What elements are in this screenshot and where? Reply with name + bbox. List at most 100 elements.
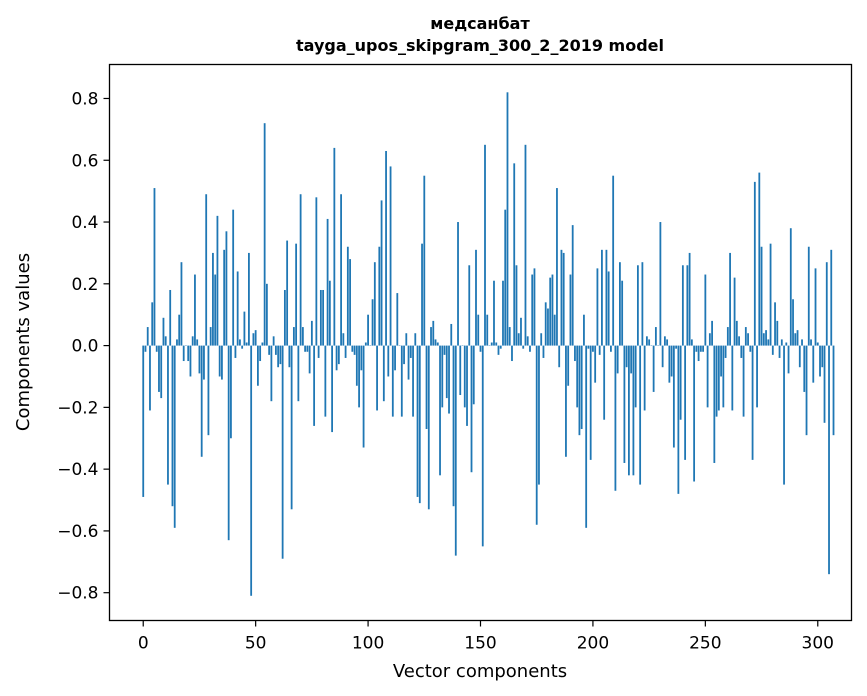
bar-component-182 bbox=[551, 274, 554, 346]
bar-component-80 bbox=[322, 289, 325, 346]
bar-component-40 bbox=[232, 209, 235, 346]
bar-component-74 bbox=[308, 345, 311, 374]
bar-component-267 bbox=[742, 345, 745, 417]
bar-component-6 bbox=[155, 345, 158, 352]
bar-component-198 bbox=[587, 345, 590, 349]
bar-component-14 bbox=[173, 345, 176, 528]
bar-component-301 bbox=[819, 345, 821, 377]
bar-component-27 bbox=[203, 345, 205, 380]
bar-component-87 bbox=[337, 345, 340, 365]
bar-component-155 bbox=[490, 342, 493, 346]
bar-component-297 bbox=[810, 339, 812, 346]
bar-component-50 bbox=[254, 330, 257, 346]
bar-component-127 bbox=[427, 345, 430, 510]
bar-component-128 bbox=[430, 327, 432, 346]
bar-component-0 bbox=[142, 345, 145, 497]
bar-component-130 bbox=[434, 339, 437, 346]
bar-component-143 bbox=[463, 345, 466, 408]
bar-component-268 bbox=[744, 327, 747, 346]
bar-component-194 bbox=[578, 345, 581, 436]
y-tick-label: −0.2 bbox=[57, 398, 98, 418]
bar-component-48 bbox=[250, 345, 253, 596]
bar-component-41 bbox=[234, 345, 237, 358]
bar-component-273 bbox=[756, 345, 758, 408]
bar-component-251 bbox=[706, 345, 709, 408]
bar-component-224 bbox=[645, 336, 648, 346]
bar-component-272 bbox=[753, 181, 756, 346]
bar-component-295 bbox=[805, 345, 808, 436]
bar-component-187 bbox=[562, 252, 565, 346]
bar-component-238 bbox=[677, 345, 680, 494]
bar-component-294 bbox=[803, 345, 806, 392]
bar-component-271 bbox=[751, 345, 754, 460]
bar-component-72 bbox=[304, 345, 307, 352]
bar-component-177 bbox=[540, 333, 543, 346]
bar-component-174 bbox=[533, 268, 536, 346]
bar-component-86 bbox=[335, 345, 338, 371]
bar-component-234 bbox=[668, 345, 671, 383]
bar-component-157 bbox=[495, 342, 498, 346]
bar-component-303 bbox=[823, 345, 826, 423]
bar-component-179 bbox=[544, 302, 547, 346]
bar-component-122 bbox=[416, 345, 419, 497]
bar-component-56 bbox=[268, 345, 271, 355]
x-tick-label: 300 bbox=[802, 634, 834, 654]
bar-component-233 bbox=[666, 339, 669, 346]
bar-series bbox=[142, 92, 835, 596]
bar-component-222 bbox=[641, 262, 644, 346]
bar-component-22 bbox=[191, 336, 194, 346]
bar-component-199 bbox=[589, 345, 592, 460]
bar-component-223 bbox=[643, 345, 646, 411]
bar-component-244 bbox=[690, 339, 693, 346]
bar-component-146 bbox=[470, 345, 473, 473]
bar-component-237 bbox=[675, 345, 678, 349]
x-tick-label: 0 bbox=[138, 634, 149, 654]
bar-component-205 bbox=[603, 345, 606, 420]
bar-component-100 bbox=[367, 314, 369, 346]
bar-component-252 bbox=[708, 333, 711, 346]
bar-component-2 bbox=[146, 327, 149, 346]
bar-component-207 bbox=[607, 271, 610, 346]
bar-component-206 bbox=[605, 249, 608, 346]
bar-component-59 bbox=[274, 345, 277, 355]
bar-component-16 bbox=[178, 314, 181, 346]
bar-component-195 bbox=[580, 345, 583, 429]
bar-component-188 bbox=[565, 345, 567, 457]
bar-component-140 bbox=[457, 222, 459, 346]
bar-component-116 bbox=[403, 345, 405, 365]
bar-component-123 bbox=[418, 345, 421, 504]
bar-component-210 bbox=[614, 345, 617, 491]
bar-component-4 bbox=[151, 302, 154, 346]
bar-component-281 bbox=[774, 302, 776, 346]
bar-component-261 bbox=[729, 252, 731, 346]
bar-component-300 bbox=[816, 342, 819, 346]
bar-component-26 bbox=[200, 345, 203, 457]
bar-component-287 bbox=[787, 345, 790, 374]
bar-component-264 bbox=[735, 320, 738, 346]
bar-component-144 bbox=[466, 345, 468, 426]
bar-component-211 bbox=[616, 345, 619, 374]
bar-component-49 bbox=[252, 333, 255, 346]
bar-component-257 bbox=[720, 345, 722, 377]
bar-component-285 bbox=[783, 345, 785, 485]
bar-component-43 bbox=[239, 339, 241, 346]
bar-component-166 bbox=[515, 265, 518, 346]
bar-component-197 bbox=[585, 345, 588, 528]
bar-component-255 bbox=[715, 345, 718, 417]
bar-component-39 bbox=[230, 345, 232, 439]
bar-component-299 bbox=[814, 268, 817, 346]
bar-component-107 bbox=[382, 345, 385, 402]
bar-component-183 bbox=[553, 314, 556, 346]
bar-component-216 bbox=[628, 345, 630, 476]
bar-component-204 bbox=[601, 249, 603, 346]
bar-component-167 bbox=[517, 333, 520, 346]
bar-component-164 bbox=[511, 345, 513, 362]
bar-component-160 bbox=[502, 280, 504, 346]
bar-component-193 bbox=[576, 345, 579, 408]
bar-component-67 bbox=[292, 327, 295, 346]
bar-component-51 bbox=[257, 345, 259, 386]
bar-component-47 bbox=[248, 252, 250, 346]
bar-component-13 bbox=[171, 345, 174, 507]
bar-component-121 bbox=[414, 333, 417, 346]
bar-component-185 bbox=[558, 345, 561, 368]
